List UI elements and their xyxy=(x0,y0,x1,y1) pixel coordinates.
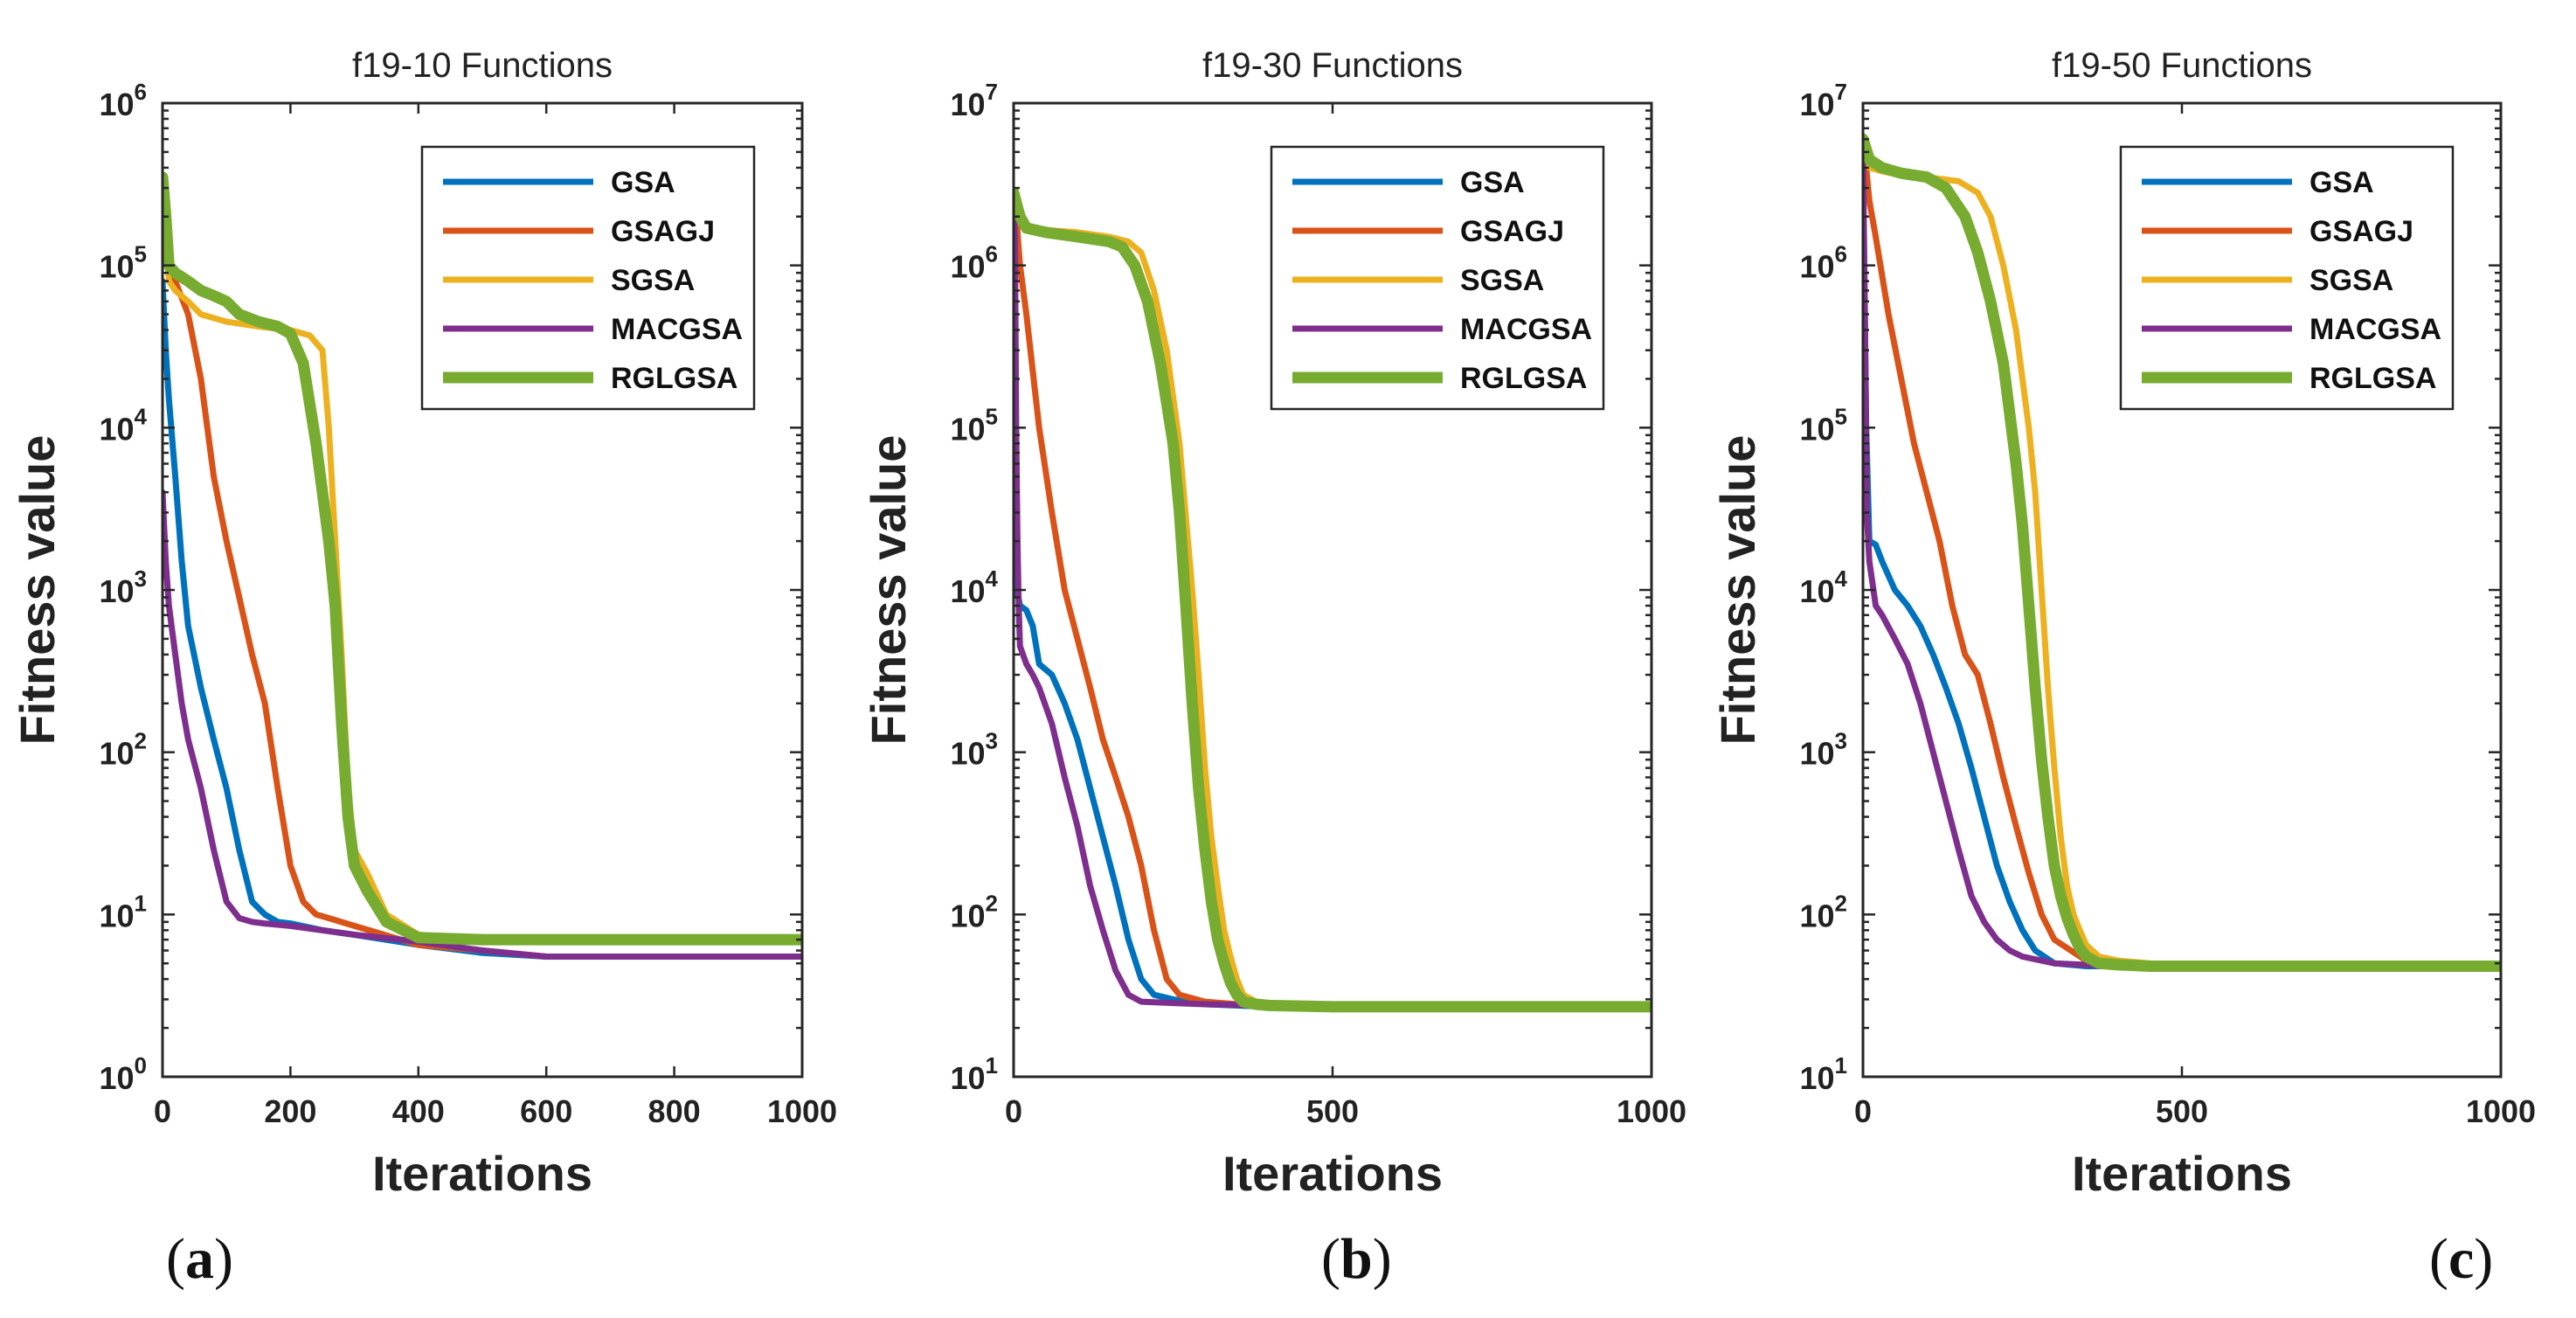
series-group xyxy=(1863,133,2501,972)
legend-label: MACGSA xyxy=(1460,313,1592,346)
y-tick-label: 107 xyxy=(1799,79,1847,122)
legend-label: GSA xyxy=(1460,166,1525,199)
x-tick-label: 0 xyxy=(1854,1093,1872,1129)
y-tick-label: 101 xyxy=(950,1052,998,1096)
chart-panel-c: 0 500 1000 101 102 103 104 105 106 107 f19-50 Func… xyxy=(1710,46,2536,1291)
y-tick-label: 104 xyxy=(99,403,147,447)
x-tick-label: 800 xyxy=(648,1093,701,1129)
y-tick-label: 106 xyxy=(99,79,147,122)
x-tick-label: 1000 xyxy=(1617,1093,1686,1129)
legend-label: SGSA xyxy=(2309,264,2393,297)
y-tick-label: 101 xyxy=(99,890,147,933)
legend: GSA GSAGJ SGSA MACGSA RGLGSA xyxy=(420,145,756,411)
legend-label: RGLGSA xyxy=(1460,362,1587,395)
y-tick-label: 103 xyxy=(950,728,998,772)
panel-label: (b) xyxy=(1321,1227,1392,1291)
y-tick-label: 102 xyxy=(1799,890,1847,933)
x-tick-label: 600 xyxy=(520,1093,572,1129)
legend-label: RGLGSA xyxy=(2309,362,2436,395)
y-axis-label: Fitness value xyxy=(10,435,65,746)
legend-label: GSA xyxy=(2309,166,2374,199)
x-tick-label: 400 xyxy=(392,1093,445,1129)
chart-title: f19-30 Functions xyxy=(1202,46,1463,85)
series-line-rglgsa xyxy=(1863,133,2501,972)
chart-panel-b: 0 500 1000 101 102 103 104 105 106 107 f19-30 Func… xyxy=(861,46,1686,1291)
series-line-rglgsa xyxy=(163,171,802,946)
x-tick-label: 0 xyxy=(154,1093,171,1129)
y-tick-label: 106 xyxy=(1799,241,1847,285)
legend: GSA GSAGJ SGSA MACGSA RGLGSA xyxy=(1270,145,1605,411)
legend-label: GSAGJ xyxy=(2309,215,2413,248)
y-tick-label: 101 xyxy=(1799,1052,1847,1096)
y-tick-label: 102 xyxy=(99,728,147,772)
y-tick-label: 107 xyxy=(950,79,998,122)
x-tick-label: 1000 xyxy=(2466,1093,2536,1129)
legend-label: SGSA xyxy=(611,264,695,297)
y-tick-label: 105 xyxy=(950,403,998,447)
panel-label: (a) xyxy=(166,1227,233,1291)
y-tick-label: 100 xyxy=(99,1052,147,1096)
panel-label: (c) xyxy=(2429,1227,2493,1291)
legend-label: MACGSA xyxy=(2309,313,2441,346)
x-axis-label: Iterations xyxy=(1222,1146,1443,1201)
chart-title: f19-50 Functions xyxy=(2052,46,2312,85)
x-axis-label: Iterations xyxy=(2072,1146,2292,1201)
chart-panel-a: 0 200 400 600 800 1000 100 101 102 103 104 105 106 f1… xyxy=(10,46,837,1291)
legend-label: RGLGSA xyxy=(611,362,737,395)
y-tick-label: 104 xyxy=(950,565,998,609)
legend-label: GSA xyxy=(611,166,675,199)
y-tick-label: 103 xyxy=(1799,728,1847,772)
legend-label: MACGSA xyxy=(611,313,743,346)
y-tick-label: 106 xyxy=(950,241,998,285)
legend-label: GSAGJ xyxy=(1460,215,1564,248)
y-axis-label: Fitness value xyxy=(1710,435,1765,746)
y-tick-label: 105 xyxy=(99,241,147,285)
legend-label: GSAGJ xyxy=(611,215,715,248)
y-tick-label: 103 xyxy=(99,565,147,609)
x-tick-label: 500 xyxy=(2156,1093,2208,1129)
chart-title: f19-10 Functions xyxy=(352,46,613,85)
x-axis-label: Iterations xyxy=(372,1146,592,1201)
y-tick-label: 105 xyxy=(1799,403,1847,447)
x-tick-label: 200 xyxy=(264,1093,316,1129)
legend-label: SGSA xyxy=(1460,264,1544,297)
series-line-macgsa xyxy=(163,489,802,960)
series-line-rglgsa xyxy=(1014,187,1652,1013)
x-tick-label: 0 xyxy=(1005,1093,1022,1129)
y-tick-label: 104 xyxy=(1799,565,1847,609)
legend: GSA GSAGJ SGSA MACGSA RGLGSA xyxy=(2119,145,2455,411)
x-tick-label: 1000 xyxy=(767,1093,837,1129)
x-tick-label: 500 xyxy=(1306,1093,1359,1129)
y-axis-label: Fitness value xyxy=(861,435,916,746)
series-group xyxy=(163,171,802,960)
series-group xyxy=(1014,187,1652,1013)
y-tick-label: 102 xyxy=(950,890,998,933)
